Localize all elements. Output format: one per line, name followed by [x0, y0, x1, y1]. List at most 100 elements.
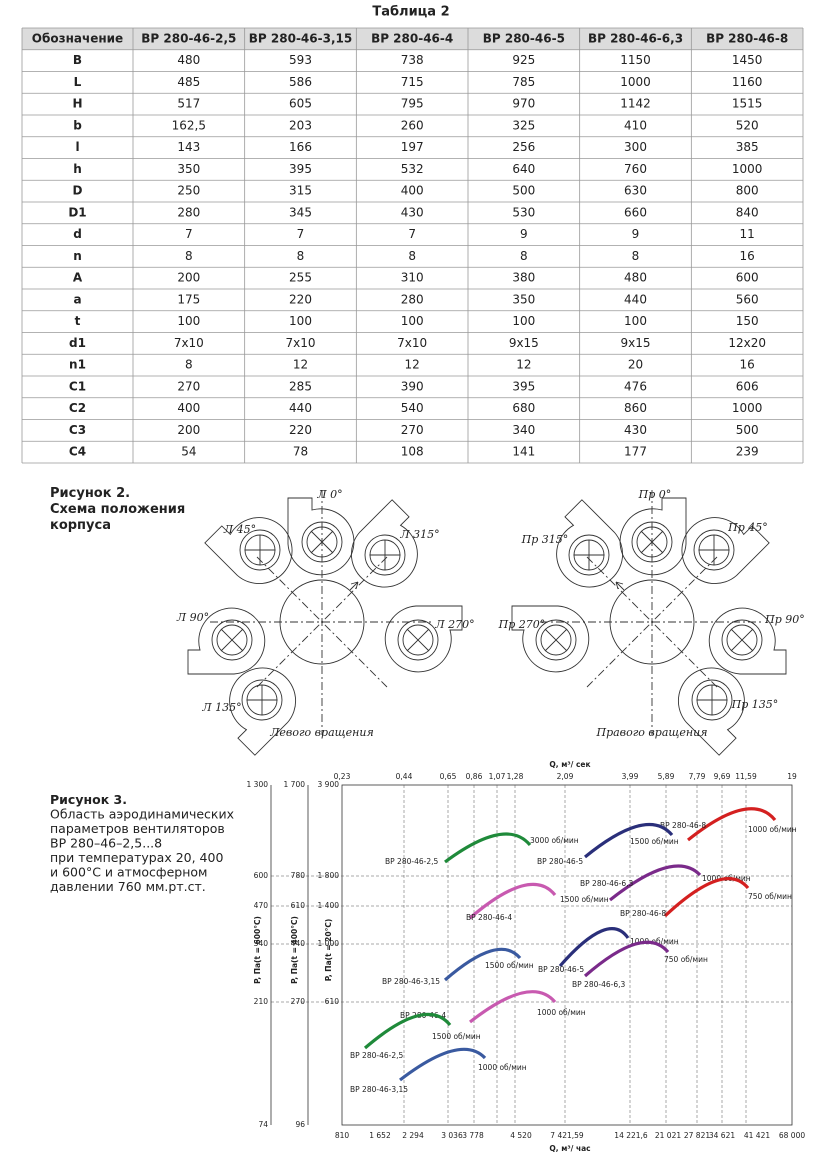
wheel-cross: [573, 539, 605, 571]
cell: b: [73, 118, 82, 132]
cell: 9x15: [620, 336, 650, 350]
cell: B: [73, 53, 82, 67]
wheel-inner: [636, 526, 668, 558]
cell: 925: [512, 53, 535, 67]
cell: 345: [289, 205, 312, 219]
cell: 540: [401, 401, 424, 415]
center-circle: [279, 579, 365, 665]
figure-caption: Схема положения: [50, 502, 185, 517]
wheel-cross: [730, 628, 754, 652]
cell: 200: [177, 423, 200, 437]
figure-caption: Рисунок 3.: [50, 792, 127, 807]
wheel-cross: [640, 530, 664, 554]
cell: 640: [512, 162, 535, 176]
top-tick-label: 0,44: [396, 772, 413, 781]
cell: 660: [624, 205, 647, 219]
cell: 860: [624, 401, 647, 415]
curve: [583, 940, 670, 978]
curve-label: ВР 280-46-6,3: [580, 879, 633, 888]
curve: [363, 1012, 452, 1050]
y-tick-label: 610: [291, 901, 306, 910]
housing: [204, 517, 293, 585]
table-title: Таблица 2: [372, 5, 449, 20]
cell: D1: [68, 205, 86, 219]
position-label: Л 135°: [201, 701, 241, 714]
cell: d: [73, 227, 82, 241]
housing: [229, 667, 297, 756]
diagram: [511, 490, 787, 756]
cell: 430: [401, 205, 424, 219]
curve-label: ВР 280-46-3,15: [350, 1085, 408, 1094]
wheel: [211, 619, 253, 661]
curve-speed: 1500 об/мин: [560, 895, 609, 904]
curve-label: ВР 280-46-8: [660, 821, 706, 830]
cell: 8: [408, 249, 416, 263]
cell: 520: [736, 118, 759, 132]
header-bg: [22, 28, 803, 50]
curve-speed: 1000 об/мин: [537, 1008, 586, 1017]
y-tick-label: 1 800: [318, 871, 340, 880]
wheel-inner: [696, 684, 728, 716]
cell: t: [75, 314, 81, 328]
cell: 175: [177, 292, 200, 306]
bottom-tick-label: 21 021: [655, 1131, 681, 1140]
housing: [187, 607, 266, 675]
cell: l: [75, 140, 79, 154]
wheel: [239, 529, 281, 571]
cell: C4: [69, 445, 86, 459]
bottom-tick-label: 41 421: [744, 1131, 770, 1140]
cell: 430: [624, 423, 647, 437]
curve-speed: 1000 об/мин: [748, 825, 797, 834]
cell: 16: [740, 249, 755, 263]
cell: L: [74, 75, 82, 89]
cell: 840: [736, 205, 759, 219]
cell: 340: [512, 423, 535, 437]
bottom-tick-label: 27 821: [684, 1131, 710, 1140]
wheel-inner: [540, 624, 572, 656]
figure-caption: параметров вентиляторов: [50, 821, 225, 836]
fan: [511, 605, 590, 673]
header-cell: Обозначение: [32, 31, 123, 45]
y-tick-label: 270: [291, 997, 306, 1006]
cell: 1142: [620, 97, 651, 111]
fan: [556, 499, 624, 588]
wheel-inner: [369, 539, 401, 571]
wheel-inner: [244, 534, 276, 566]
diagram: [187, 490, 463, 756]
cell: 325: [512, 118, 535, 132]
cell: 485: [177, 75, 200, 89]
cell: a: [73, 292, 81, 306]
cell: 630: [624, 184, 647, 198]
cell: 108: [401, 445, 424, 459]
cell: 9: [632, 227, 640, 241]
cell: A: [73, 271, 83, 285]
cell: 1160: [732, 75, 763, 89]
center-circle: [609, 579, 695, 665]
cell: 1000: [732, 162, 763, 176]
cell: 560: [736, 292, 759, 306]
position-label: Л 0°: [316, 488, 342, 501]
top-tick-label: 0,65: [440, 772, 457, 781]
cell: 7: [185, 227, 193, 241]
cell: 7: [408, 227, 416, 241]
cell: h: [73, 162, 82, 176]
cell: 100: [512, 314, 535, 328]
bottom-tick-label: 34 621: [709, 1131, 735, 1140]
fan: [681, 517, 770, 585]
cell: 150: [736, 314, 759, 328]
position-label: Пр 270°: [498, 618, 546, 631]
y-axis-title: P, Па(t = 400°C): [290, 916, 299, 984]
cell: 197: [401, 140, 424, 154]
cell: 12x20: [728, 336, 766, 350]
curve: [443, 947, 522, 982]
y-axis-title: P, Па(t = 600°C): [253, 916, 262, 984]
curve: [444, 832, 532, 864]
cell: 395: [512, 379, 535, 393]
bottom-axis-title: Q, м³/ час: [549, 1144, 590, 1153]
bottom-tick-label: 4 520: [510, 1131, 532, 1140]
position-label: Л 90°: [176, 611, 209, 624]
fan: [677, 667, 745, 756]
cell: 12: [516, 358, 531, 372]
rotation-arrow: [349, 581, 359, 591]
wheel-inner: [216, 624, 248, 656]
